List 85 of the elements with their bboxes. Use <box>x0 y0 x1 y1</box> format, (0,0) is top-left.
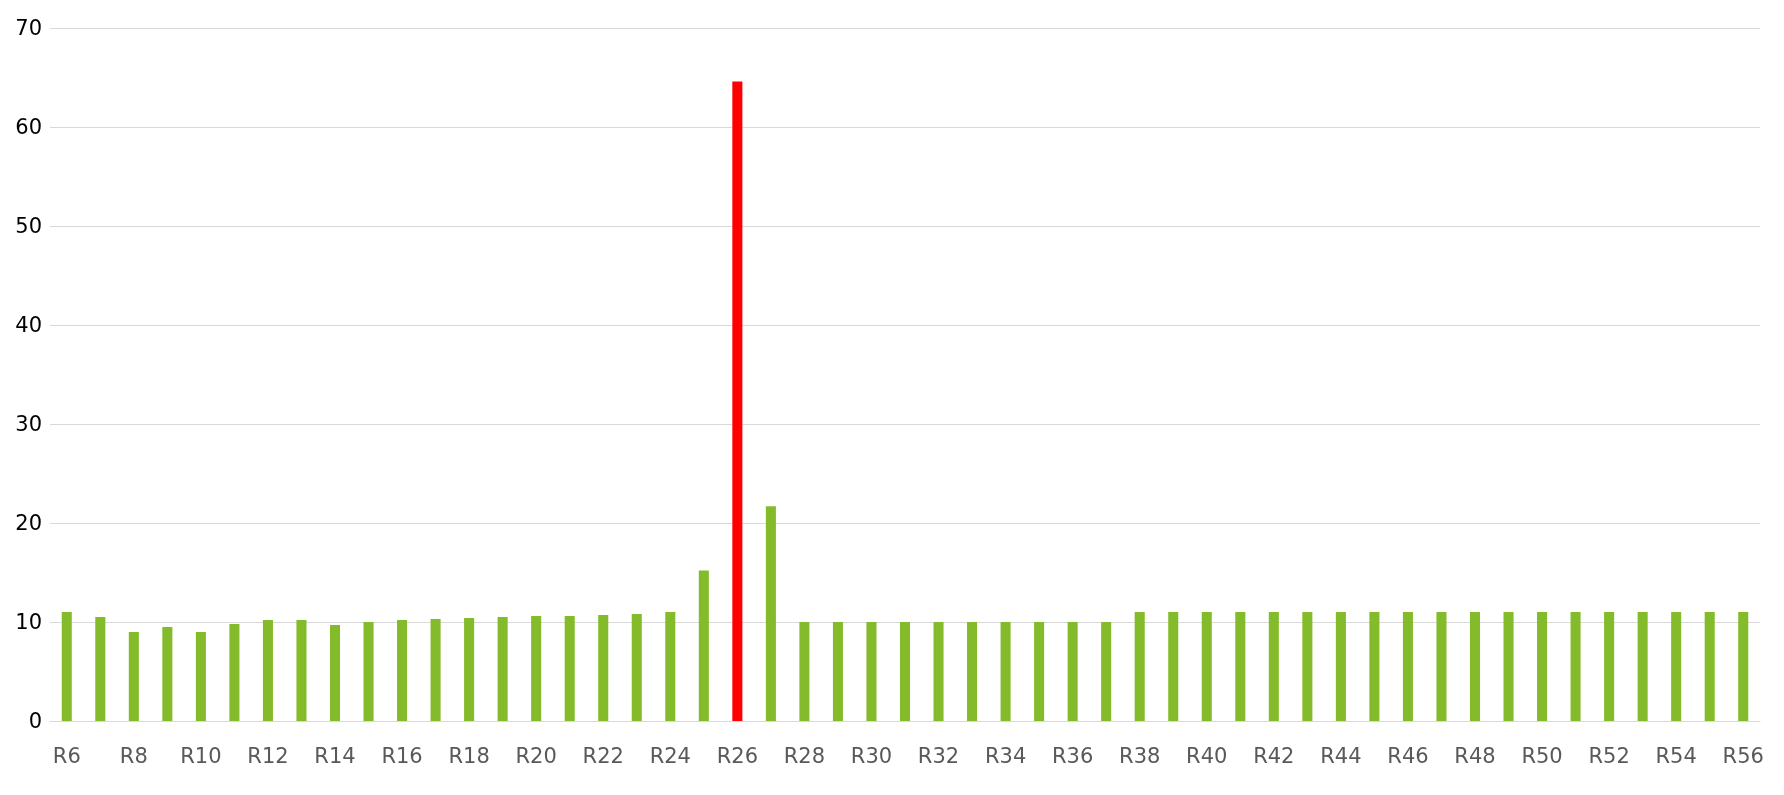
bar <box>1469 612 1481 721</box>
bar <box>262 620 273 721</box>
x-tick-label: R56 <box>1722 743 1764 768</box>
x-tick-label: R54 <box>1655 743 1697 768</box>
bar <box>698 570 709 721</box>
x-tick-label: R24 <box>649 743 691 768</box>
bar <box>1302 612 1313 721</box>
y-tick-label: 70 <box>15 16 42 40</box>
bar <box>1503 612 1514 721</box>
x-tick-label: R16 <box>381 743 423 768</box>
x-tick-label: R40 <box>1186 743 1228 768</box>
x-tick-label: R10 <box>180 743 222 768</box>
bar <box>799 622 810 721</box>
bar <box>464 618 475 721</box>
x-tick-label: R48 <box>1454 743 1496 768</box>
bar <box>665 612 676 721</box>
bar <box>296 620 307 721</box>
x-tick-label: R50 <box>1521 743 1563 768</box>
bar <box>732 81 743 721</box>
bar <box>1134 612 1145 721</box>
bar <box>363 622 374 721</box>
x-tick-label: R44 <box>1320 743 1362 768</box>
x-tick-label: R46 <box>1387 743 1429 768</box>
bar <box>564 616 575 721</box>
bar <box>1570 612 1581 721</box>
x-tick-label: R36 <box>1051 743 1094 768</box>
x-tick-label: R38 <box>1119 743 1161 768</box>
bar <box>95 617 106 721</box>
bar <box>1402 612 1413 721</box>
bar <box>1335 612 1346 721</box>
bar <box>1201 612 1212 721</box>
bar <box>1537 612 1548 721</box>
bar <box>1235 612 1246 721</box>
y-tick-label: 10 <box>15 610 42 634</box>
x-tick-label: R32 <box>917 743 960 768</box>
bar <box>1000 622 1011 721</box>
bar <box>765 506 776 721</box>
bar <box>1436 612 1447 721</box>
bar <box>1671 612 1682 721</box>
bar <box>61 612 72 721</box>
y-tick-label: 0 <box>28 709 42 733</box>
bar <box>1704 612 1715 721</box>
x-tick-label: R6 <box>52 743 81 768</box>
bar <box>397 620 408 721</box>
x-tick-label: R28 <box>783 743 826 768</box>
x-tick-label: R18 <box>448 743 490 768</box>
bar <box>1369 612 1380 721</box>
x-tick-label: R20 <box>515 743 557 768</box>
bar <box>1034 622 1045 721</box>
bar <box>933 622 944 721</box>
y-tick-label: 40 <box>15 313 42 337</box>
x-tick-label: R42 <box>1253 743 1295 768</box>
bar <box>195 631 206 721</box>
y-tick-label: 50 <box>15 214 42 238</box>
bar <box>899 622 911 721</box>
x-tick-label: R52 <box>1588 743 1630 768</box>
bar <box>967 622 978 721</box>
bar <box>162 626 173 721</box>
bar <box>1101 622 1112 721</box>
bar <box>598 615 609 721</box>
y-tick-label: 30 <box>15 412 42 436</box>
x-tick-label: R34 <box>984 743 1027 768</box>
bar <box>1604 612 1615 721</box>
x-tick-label: R14 <box>314 743 356 768</box>
bar <box>1067 622 1078 721</box>
bar <box>430 619 441 721</box>
bar <box>497 617 508 721</box>
bar <box>1168 612 1179 721</box>
x-tick-label: R26 <box>716 743 759 768</box>
bar <box>329 624 341 721</box>
x-tick-label: R12 <box>247 743 289 768</box>
bar <box>832 622 843 721</box>
bar <box>229 623 240 721</box>
bar <box>128 631 139 721</box>
x-tick-label: R30 <box>850 743 893 768</box>
x-tick-label: R8 <box>119 743 148 768</box>
bar <box>1738 612 1749 721</box>
bar <box>866 622 877 721</box>
bar <box>1637 612 1648 721</box>
bar <box>631 614 642 721</box>
bar <box>531 616 542 721</box>
bar <box>1268 612 1279 721</box>
y-tick-label: 20 <box>15 511 42 535</box>
x-tick-label: R22 <box>582 743 624 768</box>
y-tick-label: 60 <box>15 115 42 139</box>
